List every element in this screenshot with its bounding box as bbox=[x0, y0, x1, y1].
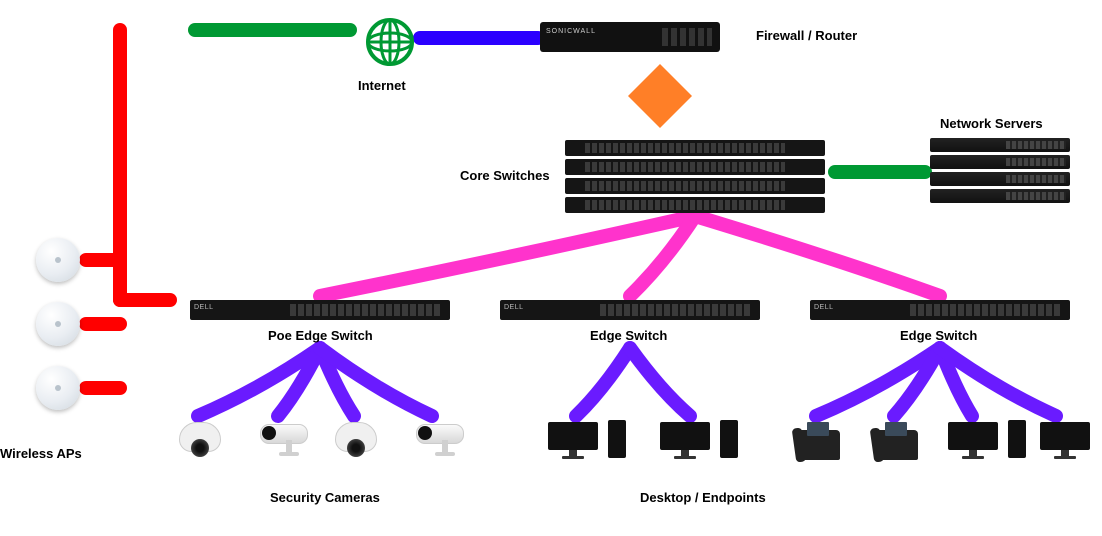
edge1-label: Poe Edge Switch bbox=[268, 328, 373, 343]
camera-icon bbox=[250, 424, 310, 456]
core-switch-stack bbox=[565, 140, 825, 213]
camera-icon bbox=[332, 422, 380, 460]
desktop-icon bbox=[660, 422, 710, 457]
edge-switch-1 bbox=[190, 300, 450, 320]
firewall-device: SONICWALL bbox=[540, 22, 720, 52]
pc-tower-icon bbox=[720, 420, 738, 458]
wireless-ap-icon bbox=[36, 366, 80, 410]
desktop-icon bbox=[1040, 422, 1090, 457]
wireless-ap-icon bbox=[36, 302, 80, 346]
ip-phone-icon bbox=[796, 420, 840, 460]
desktop-icon bbox=[948, 422, 998, 457]
servers-label: Network Servers bbox=[940, 116, 1043, 131]
server-stack bbox=[930, 138, 1070, 206]
edge3-label: Edge Switch bbox=[900, 328, 977, 343]
edge2-label: Edge Switch bbox=[590, 328, 667, 343]
wifi-label: Wireless APs bbox=[0, 446, 82, 461]
internet-node bbox=[360, 12, 420, 72]
edge-switch-3 bbox=[810, 300, 1070, 320]
wireless-ap-icon bbox=[36, 238, 80, 282]
internet-label: Internet bbox=[358, 78, 406, 93]
pc-tower-icon bbox=[1008, 420, 1026, 458]
camera-icon bbox=[176, 422, 224, 460]
desktop-icon bbox=[548, 422, 598, 457]
ip-phone-icon bbox=[874, 420, 918, 460]
desktops-label: Desktop / Endpoints bbox=[640, 490, 766, 505]
pc-tower-icon bbox=[608, 420, 626, 458]
globe-icon bbox=[360, 12, 420, 72]
cameras-label: Security Cameras bbox=[270, 490, 380, 505]
camera-icon bbox=[406, 424, 466, 456]
edge-switch-2 bbox=[500, 300, 760, 320]
core-label: Core Switches bbox=[460, 168, 550, 183]
firewall-label: Firewall / Router bbox=[756, 28, 857, 43]
